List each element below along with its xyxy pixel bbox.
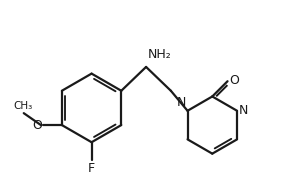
Text: N: N [176, 96, 186, 109]
Text: N: N [239, 104, 248, 117]
Text: F: F [88, 162, 95, 175]
Text: CH₃: CH₃ [14, 101, 33, 111]
Text: O: O [32, 119, 42, 132]
Text: NH₂: NH₂ [148, 48, 172, 61]
Text: O: O [230, 74, 239, 87]
